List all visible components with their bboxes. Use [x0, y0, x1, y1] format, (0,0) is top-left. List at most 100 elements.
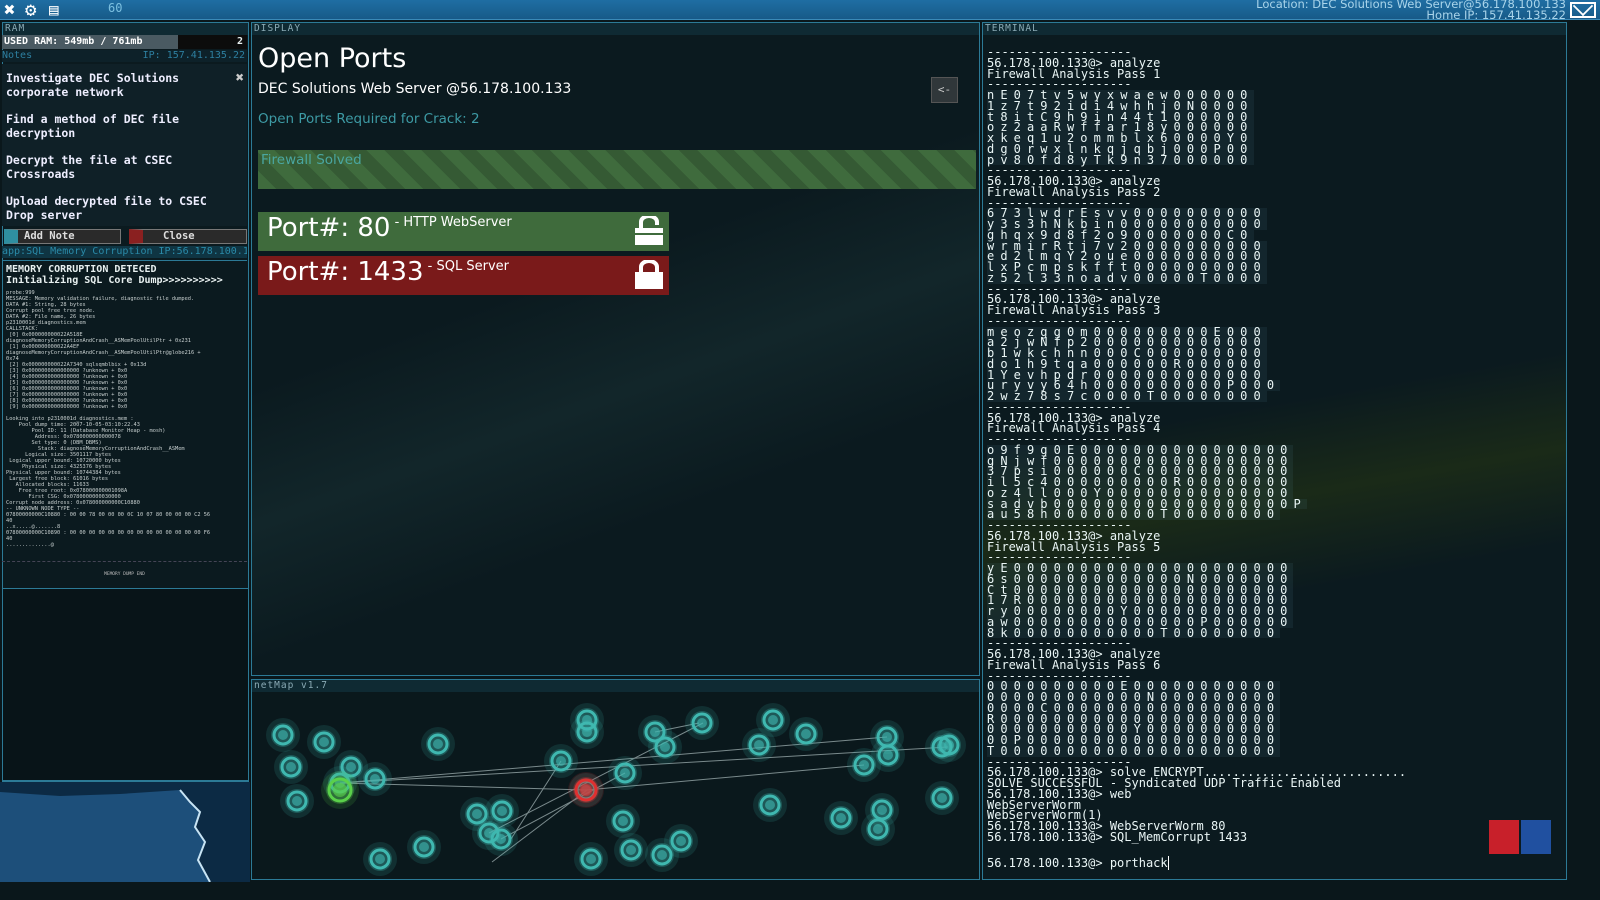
prompt: 56.178.100.133@>: [987, 829, 1103, 844]
netmap-node[interactable]: [824, 801, 858, 835]
port-number: Port#: 1433: [267, 257, 424, 287]
gear-icon[interactable]: ⚙: [25, 0, 37, 21]
ram-used: USED RAM: 549mb / 761mb: [4, 36, 143, 47]
firewall-status-bar: Firewall Solved: [258, 150, 976, 189]
port-desc: - SQL Server: [423, 259, 509, 274]
netmap-node[interactable]: [472, 816, 506, 850]
grid-row: T000000000000000000000: [987, 743, 1281, 758]
grid-row: gNjwf000000000000000000: [987, 453, 1294, 468]
netmap-node[interactable]: [574, 842, 608, 876]
prompt: 56.178.100.133@>: [987, 55, 1103, 70]
netmap-node-connected[interactable]: [568, 772, 604, 808]
ram-fill: [2, 35, 179, 49]
command-line: 56.178.100.133@> WebServerWorm 80: [987, 819, 1566, 833]
netmap-node[interactable]: [925, 781, 959, 815]
prompt: 56.178.100.133@>: [987, 528, 1103, 543]
output-line: WebServerWorm: [987, 797, 1081, 812]
netmap-node[interactable]: [280, 784, 314, 818]
dump-text: probe:999 MESSAGE: Memory validation fai…: [6, 290, 211, 548]
grid-row: 00P0000000000000000000: [987, 733, 1281, 747]
close-icon[interactable]: ✖: [4, 0, 16, 21]
netmap-node[interactable]: [363, 842, 397, 876]
netmap-node[interactable]: [614, 833, 648, 867]
netmap-node-home[interactable]: [321, 771, 359, 809]
netmap-node[interactable]: [685, 706, 719, 740]
command-line: 56.178.100.133@> analyze: [987, 55, 1566, 70]
traffic-wave-graph: [0, 782, 250, 882]
grid-row: ry00000000Y000000000000: [987, 604, 1294, 618]
netmap-node[interactable]: [645, 838, 679, 872]
firewall-status: Firewall Solved: [261, 152, 362, 168]
netmap-node[interactable]: [756, 703, 790, 737]
wave-line: [179, 789, 211, 882]
separator: --------------------: [987, 754, 1132, 769]
grid-row: ghqx9d8f2o90000000C0: [987, 227, 1254, 242]
netmap-node[interactable]: [421, 727, 455, 761]
grid-row: a2jwNfp20000000000000: [987, 335, 1267, 350]
netmap-node[interactable]: [544, 744, 578, 778]
output-line: WebServerWorm(1): [987, 808, 1103, 823]
netmap-link: [491, 789, 588, 863]
netmap-node[interactable]: [606, 804, 640, 838]
prompt: 56.178.100.133@>: [987, 292, 1103, 307]
netmap-title: netMap v1.7: [252, 680, 979, 692]
netmap-node[interactable]: [789, 717, 823, 751]
netmap-node[interactable]: [871, 738, 905, 772]
netmap-node[interactable]: [847, 748, 881, 782]
grid-row: 37psi000000C00000000000: [987, 464, 1294, 479]
netmap-node[interactable]: [274, 750, 308, 784]
unlocked-icon: [635, 216, 663, 245]
netmap-node[interactable]: [870, 720, 904, 754]
grid-row: 673lwdrEsvv0000000000: [987, 206, 1267, 221]
netmap-node[interactable]: [865, 793, 899, 827]
netmap-node[interactable]: [742, 728, 776, 762]
netmap-node[interactable]: [608, 756, 642, 790]
netmap-canvas[interactable]: [252, 692, 979, 879]
command: web: [1109, 786, 1132, 801]
text-cursor: [1167, 856, 1169, 870]
ram-bar: USED RAM: 549mb / 761mb 2: [2, 35, 247, 49]
netmap-node[interactable]: [861, 812, 895, 846]
note-item: Upload decrypted file to CSEC Drop serve…: [6, 194, 207, 222]
netmap-node[interactable]: [407, 830, 441, 864]
terminal-input[interactable]: porthack: [1109, 856, 1168, 870]
add-note-button[interactable]: Add Note: [4, 229, 121, 244]
grid-row: z52l33noadv00000T0000: [987, 270, 1267, 285]
grid-row: oz2aaRwffar18y000000: [987, 120, 1254, 135]
netmap-node[interactable]: [753, 788, 787, 822]
netmap-node[interactable]: [485, 794, 519, 828]
close-notes-icon[interactable]: ✖: [235, 70, 244, 86]
mail-icon[interactable]: [1570, 2, 1596, 18]
netmap-node[interactable]: [266, 718, 300, 752]
netmap-node[interactable]: [570, 715, 604, 749]
netmap-node[interactable]: [460, 797, 494, 831]
netmap-node[interactable]: [307, 725, 341, 759]
port-1433-row[interactable]: Port#: 1433 - SQL Server: [258, 256, 669, 295]
netmap-node[interactable]: [664, 824, 698, 858]
netmap-link: [510, 760, 562, 840]
notes-ip: IP: 157.41.135.22: [142, 50, 245, 61]
port-80-row[interactable]: Port#: 80 - HTTP WebServer: [258, 212, 669, 251]
back-button[interactable]: <-: [931, 77, 958, 103]
separator: --------------------: [987, 399, 1132, 414]
grid-row: nE07tv5wyxwaew000000: [987, 88, 1254, 102]
save-icon[interactable]: ▤: [49, 0, 59, 19]
prompt: 56.178.100.133@>: [987, 410, 1103, 425]
close-button[interactable]: Close: [129, 229, 247, 244]
prompt: 56.178.100.133@>: [987, 819, 1103, 833]
netmap-node[interactable]: [358, 762, 392, 796]
dump-footer: MEMORY DUMP END: [2, 561, 247, 577]
notes-list: ✖ Investigate DEC Solutions corporate ne…: [2, 64, 247, 226]
logo-blue: [1521, 820, 1551, 854]
separator: --------------------: [987, 313, 1132, 328]
grid-row: sadvb000000000000000000P: [987, 496, 1307, 511]
netmap-node[interactable]: [925, 730, 959, 764]
grid-row: uryvy64h0000000000P000: [987, 378, 1281, 393]
netmap-link: [488, 722, 704, 834]
grid-row: 000000000000N000000000: [987, 690, 1281, 704]
prompt: 56.178.100.133@>: [987, 647, 1103, 661]
pass-title: Firewall Analysis Pass 6: [987, 657, 1161, 672]
terminal-input-line[interactable]: 56.178.100.133@> porthack: [983, 856, 1173, 870]
netmap-node[interactable]: [648, 730, 682, 764]
netmap-node[interactable]: [334, 750, 368, 784]
